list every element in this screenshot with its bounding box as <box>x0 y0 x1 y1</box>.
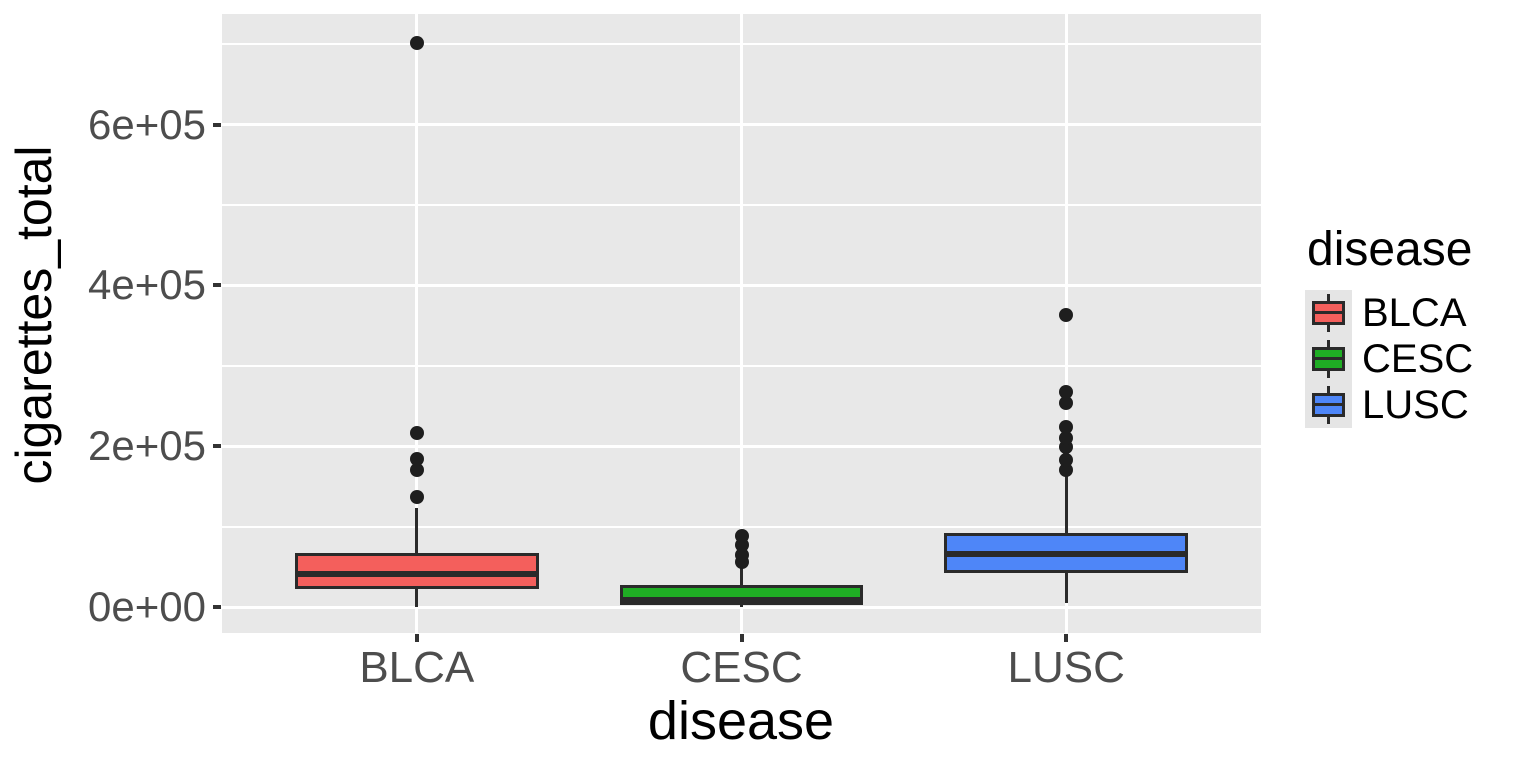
outlier-point <box>1059 452 1074 467</box>
legend-key-BLCA <box>1305 290 1352 336</box>
whisker-lower-CESC <box>740 604 743 608</box>
outlier-point <box>409 489 424 504</box>
x-tick-mark <box>414 634 419 642</box>
y-tick-mark <box>213 283 221 288</box>
y-tick-mark <box>213 444 221 449</box>
outlier-point <box>409 462 424 477</box>
outlier-point <box>1059 395 1074 410</box>
median-line-BLCA <box>295 571 539 578</box>
y-tick-mark <box>213 605 221 610</box>
outlier-point <box>1059 419 1074 434</box>
gridline-vertical-BLCA <box>415 14 419 633</box>
gridline-vertical-LUSC <box>1064 14 1068 633</box>
gridline-vertical-CESC <box>740 14 743 633</box>
legend-title: disease <box>1307 223 1473 276</box>
whisker-lower-LUSC <box>1064 573 1068 603</box>
y-tick-label: 4e+05 <box>88 261 206 309</box>
x-tick-label-BLCA: BLCA <box>359 643 475 692</box>
y-tick-label: 6e+05 <box>88 100 206 148</box>
outlier-point <box>1059 308 1074 323</box>
whisker-upper-CESC <box>740 568 743 586</box>
x-tick-mark <box>1064 634 1069 642</box>
outlier-point <box>734 529 749 544</box>
legend-key-LUSC <box>1305 382 1352 428</box>
outlier-point <box>409 425 424 440</box>
x-axis-title: disease <box>647 691 835 751</box>
legend-glyph-median <box>1312 357 1345 360</box>
median-line-LUSC <box>944 550 1188 557</box>
outlier-point <box>409 35 424 50</box>
outlier-point <box>409 452 424 467</box>
legend-glyph-median <box>1312 403 1345 406</box>
median-line-CESC <box>619 596 864 603</box>
outlier-point <box>1059 463 1074 478</box>
legend-label-LUSC: LUSC <box>1362 383 1469 427</box>
outlier-point <box>1059 431 1074 446</box>
legend-key-CESC <box>1305 336 1352 382</box>
x-tick-label-LUSC: LUSC <box>1007 643 1125 692</box>
legend-glyph-median <box>1312 311 1345 314</box>
whisker-lower-BLCA <box>415 589 419 608</box>
whisker-upper-LUSC <box>1064 475 1068 534</box>
y-tick-label: 0e+00 <box>88 583 206 631</box>
y-tick-mark <box>213 122 221 127</box>
legend-label-CESC: CESC <box>1362 337 1474 381</box>
x-tick-label-CESC: CESC <box>680 643 803 692</box>
x-tick-mark <box>739 634 744 642</box>
y-tick-label: 2e+05 <box>88 422 206 470</box>
whisker-upper-BLCA <box>415 508 419 554</box>
legend-label-BLCA: BLCA <box>1362 291 1467 335</box>
outlier-point <box>1059 385 1074 400</box>
